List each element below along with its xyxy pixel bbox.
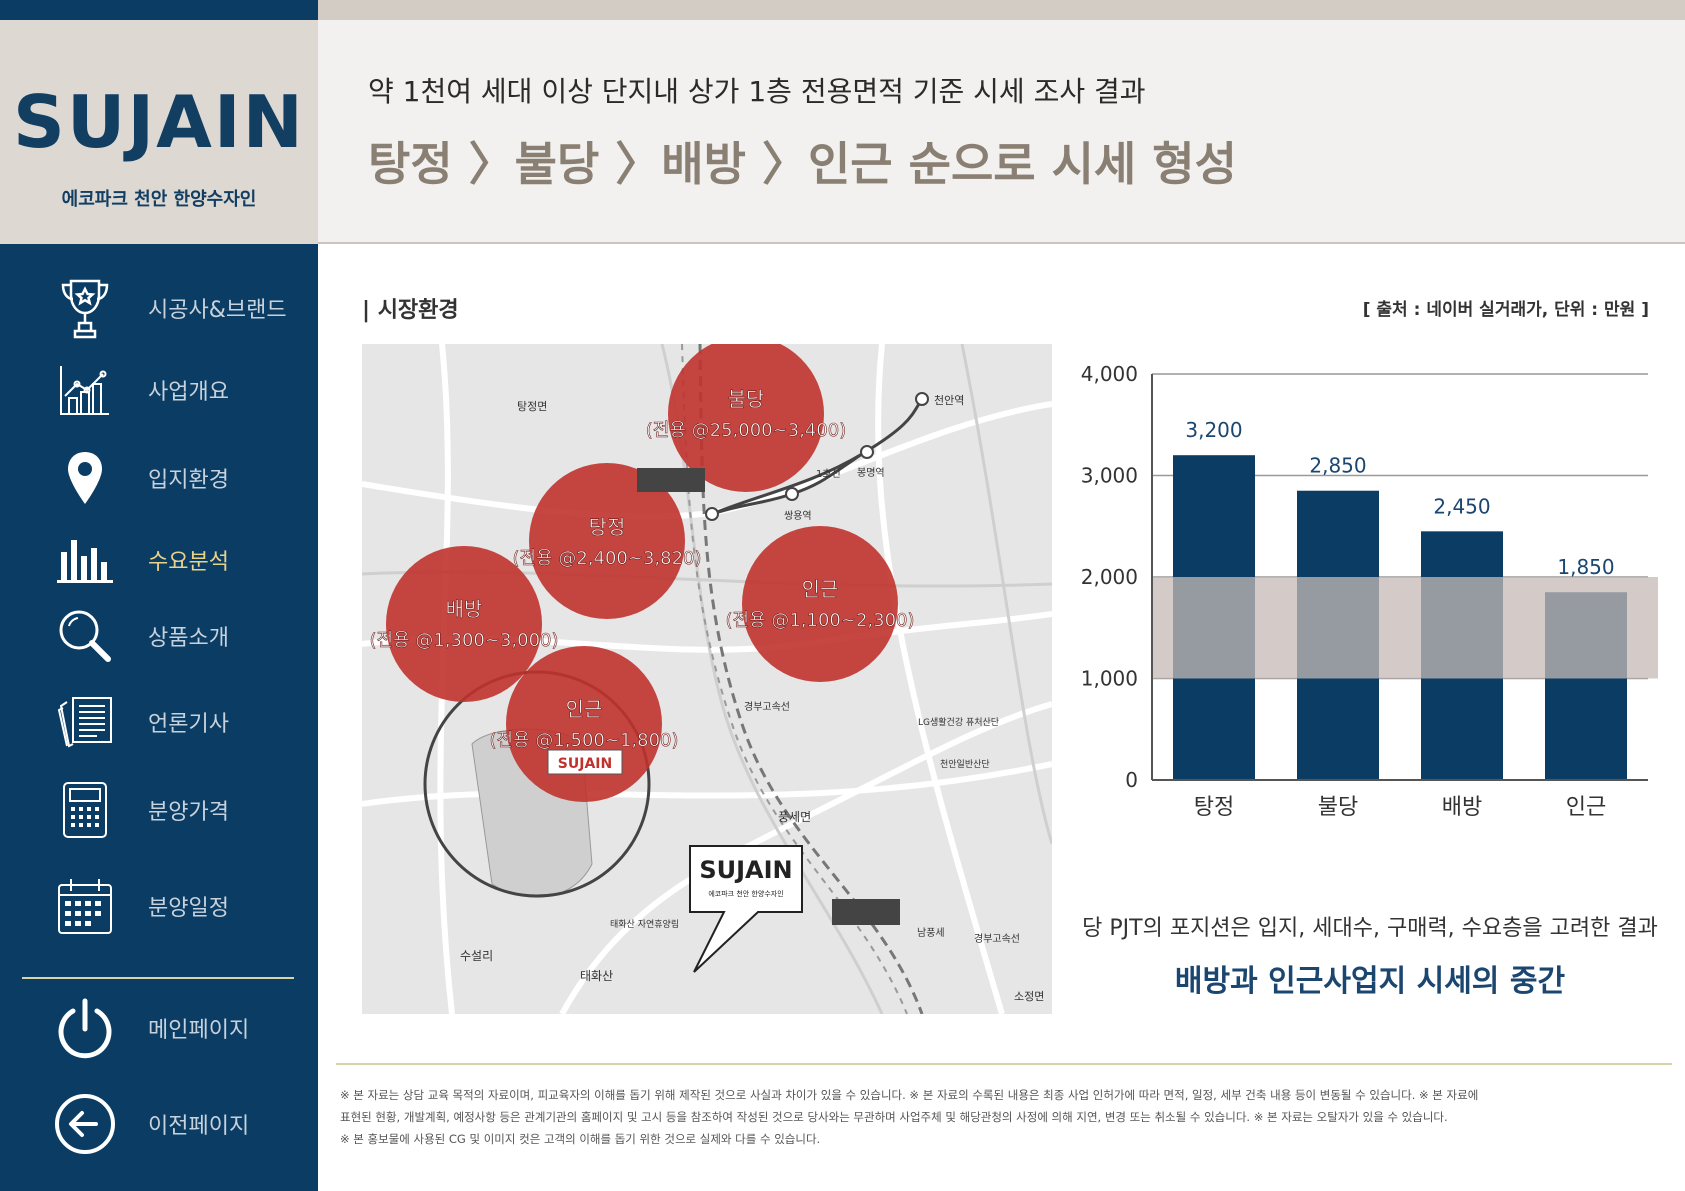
bar-chart-icon [54, 529, 116, 591]
sidebar-item-label: 사업개요 [148, 380, 229, 405]
sidebar-item-location[interactable]: 입지환경 [0, 440, 318, 516]
sidebar-item-label: 입지환경 [148, 468, 229, 493]
footer-divider [336, 1063, 1672, 1065]
sidebar-item-label: 상품소개 [148, 626, 229, 651]
sujain-small-label: SUJAIN [558, 756, 612, 772]
header-top-strip [318, 0, 1685, 20]
disclaimer-line: ※ 본 자료는 상담 교육 목적의 자료이며, 피교육자의 이해를 돕기 위해 … [340, 1088, 1479, 1102]
positioning-text: 당 PJT의 포지션은 입지, 세대수, 구매력, 수요층을 고려한 결과 [1082, 916, 1658, 941]
page-header: 약 1천여 세대 이상 단지내 상가 1층 전용면적 기준 시세 조사 결과 탕… [318, 20, 1685, 244]
svg-text:천안일반산단: 천안일반산단 [940, 759, 990, 770]
brand-logo: SUJAIN [13, 80, 305, 164]
bar-value-label: 2,450 [1433, 494, 1490, 518]
svg-text:인근: 인근 [802, 577, 839, 601]
source-note: [ 출처 : 네이버 실거래가, 단위 : 만원 ] [1362, 300, 1649, 320]
sidebar-divider [22, 977, 294, 979]
svg-text:천안역: 천안역 [934, 393, 964, 407]
svg-text:봉명역: 봉명역 [857, 467, 885, 479]
sujain-callout [689, 845, 803, 973]
bar-value-label: 2,850 [1309, 454, 1366, 478]
x-tick-label: 탕정 [1194, 795, 1234, 820]
svg-text:수설리: 수설리 [460, 949, 493, 963]
svg-text:(전용 @25,000~3,400): (전용 @25,000~3,400) [646, 420, 846, 441]
bar-value-label: 1,850 [1557, 555, 1614, 579]
brand-subtitle: 에코파크 천안 한양수자인 [61, 189, 257, 210]
trophy-icon [54, 277, 116, 339]
svg-text:(전용 @1,300~3,000): (전용 @1,300~3,000) [369, 630, 558, 651]
newspaper-icon [54, 691, 116, 753]
svg-text:LG생활건강 퓨처산단: LG생활건강 퓨처산단 [918, 716, 999, 728]
page-subtitle: 약 1천여 세대 이상 단지내 상가 1층 전용면적 기준 시세 조사 결과 [368, 75, 1146, 108]
svg-text:(전용 @1,500~1,800): (전용 @1,500~1,800) [489, 730, 678, 751]
x-tick-label: 불당 [1318, 795, 1358, 820]
svg-text:(전용 @1,100~2,300): (전용 @1,100~2,300) [725, 610, 914, 631]
svg-text:1호선: 1호선 [816, 468, 841, 480]
sidebar-item-label: 이전페이지 [148, 1114, 250, 1139]
svg-text:경부고속선: 경부고속선 [974, 932, 1020, 945]
x-tick-label: 배방 [1442, 795, 1482, 820]
page-title: 탕정 〉불당 〉배방 〉인근 순으로 시세 형성 [368, 137, 1237, 191]
disclaimer-line: ※ 본 홍보물에 사용된 CG 및 이미지 컷은 고객의 이해를 돕기 위한 것… [340, 1132, 821, 1146]
market-map: 탕정면 천안역 1호선 봉명역 쌍용역 아산역 경부고속선 LG생활건강 퓨처산… [362, 344, 1052, 1014]
svg-text:태화산 자연휴양림: 태화산 자연휴양림 [610, 918, 679, 930]
x-tick-label: 인근 [1566, 795, 1606, 820]
sidebar-item-builder-brand[interactable]: 시공사&브랜드 [0, 270, 318, 346]
highlight-band [1152, 577, 1658, 679]
calendar-icon [54, 875, 116, 937]
location-pin-icon [54, 447, 116, 509]
sidebar-item-label: 수요분석 [148, 550, 229, 575]
sidebar-item-label: 분양일정 [148, 896, 229, 921]
svg-text:쌍용역: 쌍용역 [784, 510, 812, 522]
price-bar-chart: 0 1,000 2,000 3,000 4,000 3,200 탕정 2,850 불당 2,450… [1070, 344, 1670, 904]
svg-text:태화산: 태화산 [580, 969, 613, 983]
positioning-title: 배방과 인근사업지 시세의 중간 [1174, 964, 1566, 999]
magnifier-icon [54, 605, 116, 667]
growth-chart-icon [54, 359, 116, 421]
y-tick-label: 3,000 [1081, 464, 1138, 488]
svg-text:소정면: 소정면 [1014, 990, 1044, 1003]
y-tick-label: 1,000 [1081, 667, 1138, 691]
section-label: | 시장환경 [362, 298, 459, 323]
svg-text:탕정면: 탕정면 [517, 400, 547, 413]
svg-text:경부고속선: 경부고속선 [744, 700, 790, 713]
back-arrow-icon [54, 1093, 116, 1155]
disclaimer-line: 표현된 현황, 개발계획, 예정사항 등은 관계기관의 홈페이지 및 고시 등을… [340, 1110, 1448, 1124]
sidebar-item-label: 언론기사 [148, 712, 229, 737]
sidebar-item-previous-page[interactable]: 이전페이지 [0, 1086, 318, 1162]
svg-text:탕정: 탕정 [589, 515, 626, 539]
bar-value-label: 3,200 [1185, 418, 1242, 442]
map-svg: 탕정면 천안역 1호선 봉명역 쌍용역 아산역 경부고속선 LG생활건강 퓨처산… [362, 344, 1052, 1014]
sidebar-item-label: 시공사&브랜드 [148, 298, 287, 323]
svg-text:인근: 인근 [566, 697, 603, 721]
disclaimer: ※ 본 자료는 상담 교육 목적의 자료이며, 피교육자의 이해를 돕기 위해 … [340, 1084, 1670, 1150]
svg-text:에코파크 천안 한양수자인: 에코파크 천안 한양수자인 [708, 889, 783, 898]
sujain-small-marker [547, 749, 623, 775]
sidebar-item-press[interactable]: 언론기사 [0, 684, 318, 760]
calculator-icon [54, 779, 116, 841]
sidebar-item-main-page[interactable]: 메인페이지 [0, 990, 318, 1066]
y-tick-label: 0 [1125, 768, 1138, 792]
y-tick-label: 2,000 [1081, 565, 1138, 589]
power-icon [54, 997, 116, 1059]
svg-text:풍세면: 풍세면 [778, 810, 811, 824]
sidebar-item-project-overview[interactable]: 사업개요 [0, 352, 318, 428]
sidebar-item-label: 분양가격 [148, 800, 229, 825]
svg-text:불당: 불당 [728, 387, 765, 411]
sidebar-item-demand-analysis[interactable]: 수요분석 [0, 522, 318, 598]
sidebar-item-label: 메인페이지 [148, 1018, 250, 1043]
sidebar-item-sale-price[interactable]: 분양가격 [0, 772, 318, 848]
sidebar-item-product-intro[interactable]: 상품소개 [0, 598, 318, 674]
svg-text:남풍세: 남풍세 [917, 927, 945, 939]
y-tick-label: 4,000 [1081, 362, 1138, 386]
svg-text:SUJAIN: SUJAIN [699, 856, 792, 884]
logo-panel[interactable]: SUJAIN 에코파크 천안 한양수자인 [0, 20, 318, 244]
chart-svg: 0 1,000 2,000 3,000 4,000 3,200 탕정 2,850 불당 2,450… [1081, 362, 1658, 820]
sidebar-item-sale-schedule[interactable]: 분양일정 [0, 868, 318, 944]
svg-text:배방: 배방 [446, 597, 483, 621]
svg-text:(전용 @2,400~3,820): (전용 @2,400~3,820) [512, 548, 701, 569]
